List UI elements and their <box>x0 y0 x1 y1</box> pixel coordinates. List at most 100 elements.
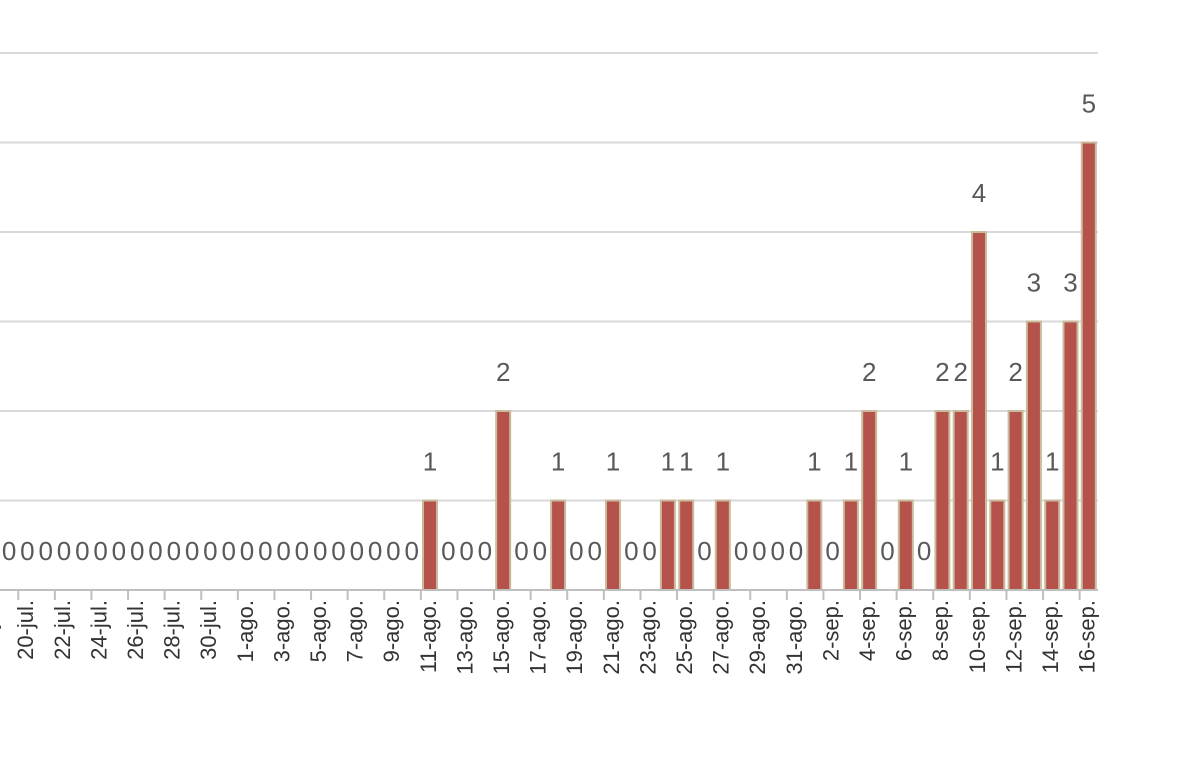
x-tick-label: 6-sep. <box>892 600 917 661</box>
data-label: 0 <box>917 536 931 566</box>
data-label: 0 <box>478 536 492 566</box>
data-label: 1 <box>661 446 675 476</box>
x-tick-label: 18-jul. <box>0 600 2 660</box>
data-label: 0 <box>148 536 162 566</box>
data-label: 0 <box>642 536 656 566</box>
x-tick-label: 22-jul. <box>50 600 75 660</box>
x-tick-label: 23-ago. <box>635 600 660 675</box>
x-tick-label: 2-sep. <box>818 600 843 661</box>
data-label: 0 <box>734 536 748 566</box>
bar <box>550 499 567 591</box>
bar <box>861 410 878 591</box>
data-label: 0 <box>569 536 583 566</box>
data-label: 0 <box>313 536 327 566</box>
data-label: 1 <box>679 446 693 476</box>
data-label: 0 <box>57 536 71 566</box>
x-tick-label: 31-ago. <box>782 600 807 675</box>
data-label: 1 <box>899 446 913 476</box>
bar <box>952 410 969 591</box>
data-label: 0 <box>514 536 528 566</box>
data-label: 0 <box>386 536 400 566</box>
data-label: 5 <box>1082 88 1096 118</box>
data-label: 0 <box>130 536 144 566</box>
x-tick-label: 5-ago. <box>306 600 331 662</box>
data-label: 0 <box>2 536 16 566</box>
bar <box>989 499 1006 591</box>
data-label: 0 <box>697 536 711 566</box>
bar <box>971 231 987 591</box>
bar <box>1062 320 1079 591</box>
data-label: 2 <box>496 357 510 387</box>
bar <box>678 499 695 591</box>
data-label: 0 <box>533 536 547 566</box>
x-tick-label: 26-jul. <box>123 600 148 660</box>
data-label: 0 <box>752 536 766 566</box>
data-label: 4 <box>972 178 986 208</box>
x-tick-label: 21-ago. <box>599 600 624 675</box>
data-label: 0 <box>368 536 382 566</box>
data-label: 3 <box>1063 267 1077 297</box>
data-label: 0 <box>770 536 784 566</box>
x-tick-label: 24-jul. <box>86 600 111 660</box>
x-tick-label: 7-ago. <box>343 600 368 662</box>
data-label: 1 <box>423 446 437 476</box>
data-label: 2 <box>935 357 949 387</box>
bar <box>714 499 731 591</box>
bar <box>934 410 951 591</box>
data-label: 0 <box>221 536 235 566</box>
data-label: 0 <box>789 536 803 566</box>
data-label: 2 <box>953 357 967 387</box>
data-label: 1 <box>551 446 565 476</box>
x-tick-label: 17-ago. <box>526 600 551 675</box>
data-label: 0 <box>825 536 839 566</box>
x-tick-label: 27-ago. <box>709 600 734 675</box>
data-label: 0 <box>20 536 34 566</box>
data-label: 0 <box>240 536 254 566</box>
data-label: 2 <box>862 357 876 387</box>
data-label: 1 <box>844 446 858 476</box>
bar <box>1025 320 1042 591</box>
data-label: 0 <box>112 536 126 566</box>
data-label: 0 <box>587 536 601 566</box>
bar <box>806 499 823 591</box>
data-label: 1 <box>606 446 620 476</box>
x-tick-label: 15-ago. <box>489 600 514 675</box>
x-tick-label: 3-ago. <box>269 600 294 662</box>
data-label: 0 <box>38 536 52 566</box>
data-label: 1 <box>807 446 821 476</box>
data-label: 0 <box>203 536 217 566</box>
x-tick-label: 14-sep. <box>1038 600 1063 673</box>
x-tick-label: 13-ago. <box>452 600 477 675</box>
bar <box>659 499 676 591</box>
x-tick-label: 1-ago. <box>233 600 258 662</box>
data-label: 1 <box>990 446 1004 476</box>
data-label: 0 <box>276 536 290 566</box>
data-label: 0 <box>75 536 89 566</box>
x-tick-label: 25-ago. <box>672 600 697 675</box>
bar <box>1044 499 1061 591</box>
x-tick-label: 11-ago. <box>416 600 441 673</box>
data-label: 0 <box>167 536 181 566</box>
data-label: 0 <box>459 536 473 566</box>
x-tick-label: 16-sep. <box>1075 600 1100 673</box>
x-tick-label: 8-sep. <box>928 600 953 661</box>
x-tick-label: 20-jul. <box>13 600 38 660</box>
bar <box>1007 410 1024 591</box>
x-tick-label: 10-sep. <box>965 600 990 673</box>
bar <box>897 499 914 591</box>
bar <box>495 410 512 591</box>
data-label: 0 <box>880 536 894 566</box>
bar <box>422 499 438 591</box>
bar <box>1080 141 1097 591</box>
x-tick-label: 28-jul. <box>160 600 185 660</box>
data-label: 0 <box>93 536 107 566</box>
bar <box>605 499 621 591</box>
x-tick-label: 4-sep. <box>855 600 880 661</box>
data-label: 0 <box>295 536 309 566</box>
data-label: 0 <box>258 536 272 566</box>
data-label: 0 <box>350 536 364 566</box>
data-label: 0 <box>624 536 638 566</box>
bar <box>842 499 859 591</box>
data-label: 1 <box>716 446 730 476</box>
